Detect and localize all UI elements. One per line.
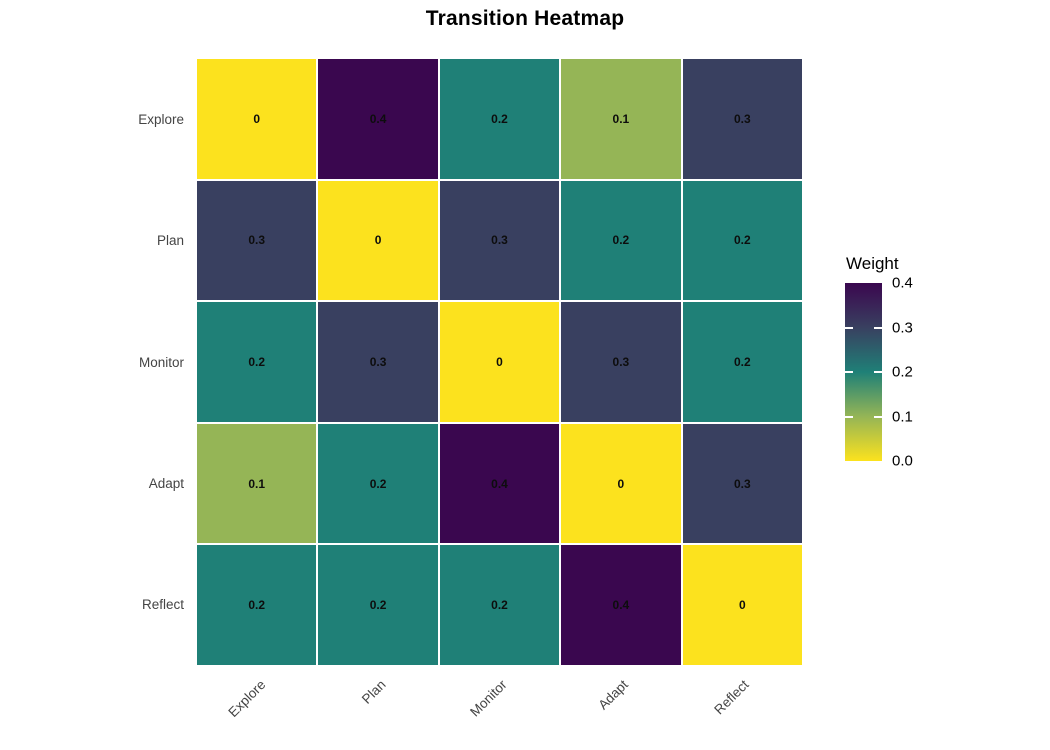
heatmap-cell-Plan-Plan: 0 — [318, 180, 438, 301]
heatmap-cell-Reflect-Reflect: 0 — [682, 545, 802, 665]
heatmap-cell-Monitor-Explore: 0.2 — [197, 302, 317, 422]
heatmap-cell-Reflect-Plan: 0.2 — [318, 545, 438, 665]
cell-value-label: 0 — [374, 233, 382, 248]
legend-tick-mark — [845, 326, 853, 329]
x-axis-slot-explore: Explore — [197, 665, 318, 750]
x-axis-label-reflect: Reflect — [711, 677, 753, 718]
chart-title: Transition Heatmap — [425, 7, 625, 30]
legend-tick-mark — [845, 371, 853, 373]
y-axis-labels: Explore Plan Monitor Adapt Reflect — [0, 59, 184, 665]
cell-value-label: 0.4 — [491, 476, 508, 491]
legend-title: Weight — [846, 254, 899, 273]
y-axis-label-plan: Plan — [156, 233, 184, 249]
heatmap-cell-Monitor-Reflect: 0.2 — [682, 302, 802, 422]
y-axis-label-adapt: Adapt — [148, 475, 184, 491]
legend-tick-mark — [845, 415, 853, 418]
heatmap-cell-Adapt-Plan: 0.2 — [318, 423, 438, 544]
cell-value-label: 0 — [738, 598, 746, 613]
cell-value-label: 0.2 — [733, 233, 751, 248]
legend: Weight 0.4 0.3 0.2 0.1 0.0 — [845, 254, 913, 470]
legend-body: 0.4 0.3 0.2 0.1 0.0 — [845, 275, 913, 470]
cell-value-label: 0.3 — [491, 233, 508, 248]
heatmap-cell-Monitor-Plan: 0.3 — [318, 302, 438, 422]
legend-tick-label-0.4: 0.4 — [892, 274, 913, 292]
cell-value-label: 0.3 — [612, 354, 630, 369]
heatmap-cell-Reflect-Explore: 0.2 — [197, 545, 317, 665]
cell-value-label: 0.3 — [369, 354, 387, 369]
cell-value-label: 0 — [617, 476, 625, 491]
cell-value-label: 0.2 — [733, 354, 751, 369]
heatmap-cell-Plan-Monitor: 0.3 — [439, 180, 560, 301]
cell-value-label: 0.2 — [248, 354, 266, 369]
x-axis-label-adapt: Adapt — [595, 677, 632, 713]
heatmap-cell-Reflect-Adapt: 0.4 — [561, 545, 681, 665]
legend-tick-label-0.3: 0.3 — [892, 319, 913, 336]
heatmap-cell-Reflect-Monitor: 0.2 — [439, 545, 560, 665]
y-axis-label-monitor: Monitor — [138, 354, 184, 370]
heatmap-cell-Monitor-Monitor: 0 — [439, 302, 560, 422]
cell-value-label: 0.2 — [491, 111, 508, 126]
x-axis-slot-reflect: Reflect — [681, 665, 802, 750]
cell-value-label: 0.2 — [491, 598, 508, 613]
heatmap-cell-Monitor-Adapt: 0.3 — [561, 302, 681, 422]
heatmap-cell-Adapt-Reflect: 0.3 — [682, 423, 802, 544]
heatmap-cell-Adapt-Adapt: 0 — [561, 423, 681, 544]
x-axis-labels: Explore Plan Monitor Adapt Reflect — [197, 665, 802, 750]
legend-tick-mark — [874, 326, 882, 329]
heatmap-cell-Plan-Reflect: 0.2 — [682, 180, 802, 301]
heatmap-cell-Adapt-Monitor: 0.4 — [439, 423, 560, 544]
legend-tick-mark — [874, 371, 882, 373]
x-axis-label-plan: Plan — [359, 677, 390, 707]
cell-value-label: 0.4 — [612, 598, 630, 613]
legend-tick-labels: 0.4 0.3 0.2 0.1 0.0 — [892, 275, 936, 470]
heatmap-cell-Plan-Adapt: 0.2 — [561, 180, 681, 301]
y-axis-label-reflect: Reflect — [141, 596, 184, 612]
x-axis-label-monitor: Monitor — [467, 677, 511, 720]
cell-value-label: 0 — [253, 111, 261, 126]
x-axis-label-explore: Explore — [225, 677, 269, 720]
cell-value-label: 0.2 — [369, 476, 387, 491]
x-axis-slot-plan: Plan — [318, 665, 439, 750]
heatmap-cell-Explore-Plan: 0.4 — [318, 59, 438, 179]
cell-value-label: 0.2 — [248, 598, 266, 613]
cell-value-label: 0.3 — [248, 233, 266, 248]
cell-value-label: 0 — [496, 354, 503, 369]
heatmap-grid: 0 0.4 0.2 0.1 0.3 0.3 0 0.3 0.2 0.2 0.2 0.3 0 0.3 0.2 0… — [197, 59, 802, 665]
y-axis-label-explore: Explore — [138, 112, 184, 128]
heatmap-cell-Explore-Explore: 0 — [197, 59, 317, 179]
legend-tick-mark — [874, 415, 882, 418]
legend-colorbar — [845, 283, 882, 461]
legend-tick-label-0.1: 0.1 — [892, 408, 913, 425]
legend-tick-label-0.2: 0.2 — [892, 363, 913, 381]
cell-value-label: 0.3 — [733, 476, 751, 491]
heatmap-cell-Explore-Monitor: 0.2 — [439, 59, 560, 179]
heatmap-cell-Adapt-Explore: 0.1 — [197, 423, 317, 544]
heatmap-cell-Explore-Reflect: 0.3 — [682, 59, 802, 179]
cell-value-label: 0.4 — [369, 111, 387, 126]
x-axis-slot-monitor: Monitor — [439, 665, 560, 750]
cell-value-label: 0.3 — [733, 111, 751, 126]
heatmap-cell-Explore-Adapt: 0.1 — [561, 59, 681, 179]
x-axis-slot-adapt: Adapt — [560, 665, 681, 750]
cell-value-label: 0.2 — [612, 233, 630, 248]
legend-tick-label-0.0: 0.0 — [892, 452, 913, 470]
cell-value-label: 0.1 — [248, 476, 266, 491]
cell-value-label: 0.2 — [369, 598, 387, 613]
cell-value-label: 0.1 — [612, 111, 630, 126]
heatmap-cell-Plan-Explore: 0.3 — [197, 180, 317, 301]
